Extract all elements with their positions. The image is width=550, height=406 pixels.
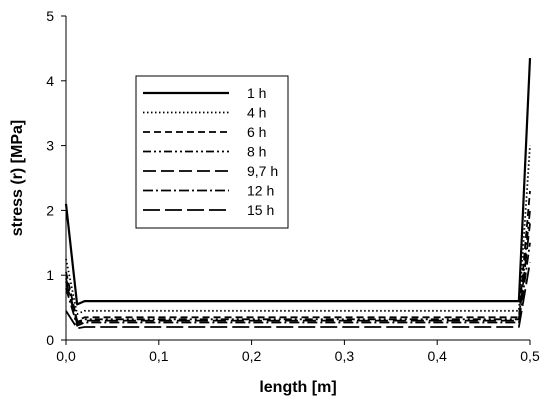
legend-label: 4 h	[247, 105, 266, 121]
x-tick-label: 0,5	[520, 348, 540, 364]
y-tick-label: 5	[46, 8, 54, 24]
x-tick-label: 0,3	[335, 348, 355, 364]
series-layer	[64, 58, 532, 330]
series-line-6	[65, 242, 531, 327]
y-axis-label: stress (r) [MPa]	[9, 120, 26, 236]
legend-label: 9,7 h	[247, 163, 278, 179]
y-tick-label: 3	[46, 138, 54, 154]
legend-label: 12 h	[247, 183, 274, 199]
x-tick-label: 0,2	[242, 348, 262, 364]
series-line-4	[65, 210, 531, 323]
y-tick-label: 1	[46, 267, 54, 283]
series-line-2	[65, 145, 531, 316]
legend-label: 1 h	[247, 85, 266, 101]
series-line-3	[65, 190, 531, 322]
legend: 1 h 4 h 6 h 8 h 9,7 h 12 h 15 h	[135, 75, 289, 229]
y-tick-label: 2	[46, 202, 54, 218]
y-tick-label: 0	[46, 332, 54, 348]
x-tick-label: 0,4	[427, 348, 447, 364]
ticks-layer: 0,0 0,1 0,2 0,3 0,4 0,5 0 1 2 3 4 5	[46, 8, 540, 364]
series-line-7	[65, 262, 531, 330]
axes-layer	[65, 16, 530, 341]
legend-label: 6 h	[247, 124, 266, 140]
x-tick-label: 0,0	[56, 348, 76, 364]
series-line-1	[64, 58, 532, 306]
x-axis-label: length [m]	[259, 379, 336, 396]
y-tick-label: 4	[46, 73, 54, 89]
legend-label: 8 h	[247, 144, 266, 160]
series-line-5	[65, 223, 531, 325]
x-tick-label: 0,1	[149, 348, 169, 364]
legend-label: 15 h	[247, 202, 274, 218]
